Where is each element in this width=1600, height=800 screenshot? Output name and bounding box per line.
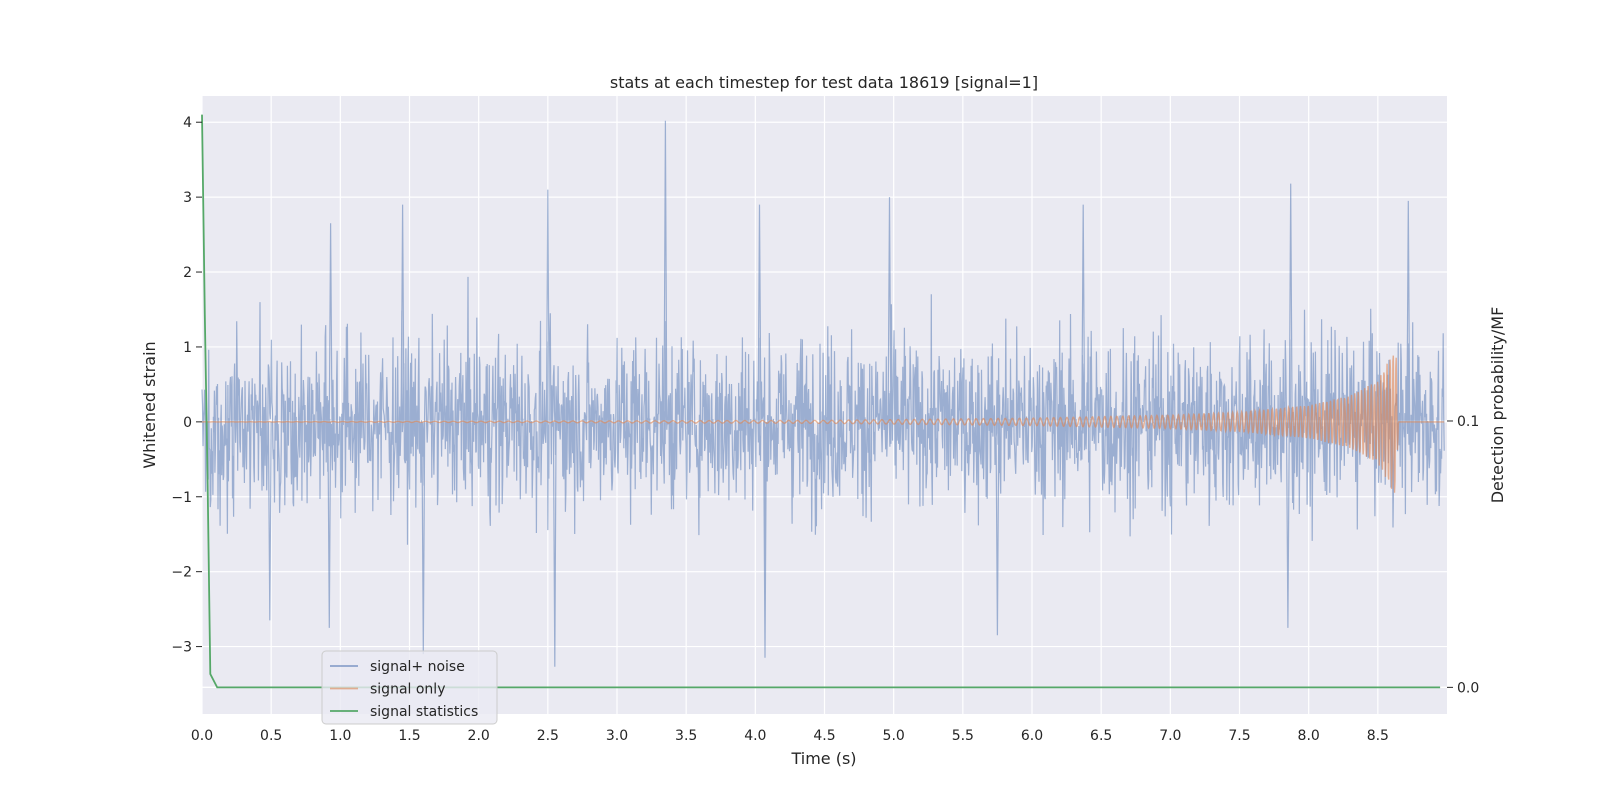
legend: signal+ noise signal only signal statistic… bbox=[321, 650, 498, 725]
x-tick-label: 3.0 bbox=[606, 728, 628, 744]
y-tick-label: −1 bbox=[171, 490, 192, 506]
legend-label: signal only bbox=[370, 682, 445, 698]
series-signal-only-line bbox=[202, 355, 1445, 493]
x-tick-label: 8.5 bbox=[1367, 728, 1389, 744]
y2-axis-label: Detection probability/MF bbox=[1488, 307, 1507, 504]
chart-title: stats at each timestep for test data 186… bbox=[610, 73, 1038, 92]
legend-label: signal statistics bbox=[370, 704, 478, 720]
x-axis-label: Time (s) bbox=[790, 749, 856, 768]
y-tick-label: 1 bbox=[183, 340, 192, 356]
x-tick-label: 2.5 bbox=[537, 728, 559, 744]
y-tick-label: −2 bbox=[171, 565, 192, 581]
x-tick-label: 6.5 bbox=[1090, 728, 1112, 744]
x-tick-label: 8.0 bbox=[1298, 728, 1320, 744]
y-tick-label: 3 bbox=[183, 190, 192, 206]
y2-tick-label: 0.1 bbox=[1457, 414, 1479, 430]
x-tick-label: 4.0 bbox=[744, 728, 766, 744]
x-tick-label: 0.0 bbox=[191, 728, 213, 744]
x-tick-label: 7.0 bbox=[1159, 728, 1181, 744]
x-tick-label: 0.5 bbox=[260, 728, 282, 744]
x-tick-label: 3.5 bbox=[675, 728, 697, 744]
x-tick-label: 1.0 bbox=[329, 728, 351, 744]
legend-box bbox=[321, 650, 498, 725]
axis-layer: 0.0 0.5 1.0 1.5 2.0 2.5 3.0 3.5 4.0 4.5 5.0 5.5 6.0 6… bbox=[171, 115, 1479, 744]
x-tick-label: 2.0 bbox=[468, 728, 490, 744]
y-tick-label: 4 bbox=[183, 115, 192, 131]
x-tick-label: 5.0 bbox=[883, 728, 905, 744]
y-tick-label: 0 bbox=[183, 415, 192, 431]
x-tick-label: 1.5 bbox=[398, 728, 420, 744]
x-tick-label: 4.5 bbox=[813, 728, 835, 744]
y-tick-label: 2 bbox=[183, 265, 192, 281]
x-tick-label: 5.5 bbox=[952, 728, 974, 744]
legend-label: signal+ noise bbox=[370, 659, 465, 675]
x-tick-label: 7.5 bbox=[1228, 728, 1250, 744]
y-tick-label: −3 bbox=[171, 640, 192, 656]
series-signal-noise-line bbox=[201, 120, 1445, 667]
y2-tick-label: 0.0 bbox=[1457, 680, 1479, 696]
y-axis-label: Whitened strain bbox=[140, 341, 159, 468]
x-tick-label: 6.0 bbox=[1021, 728, 1043, 744]
